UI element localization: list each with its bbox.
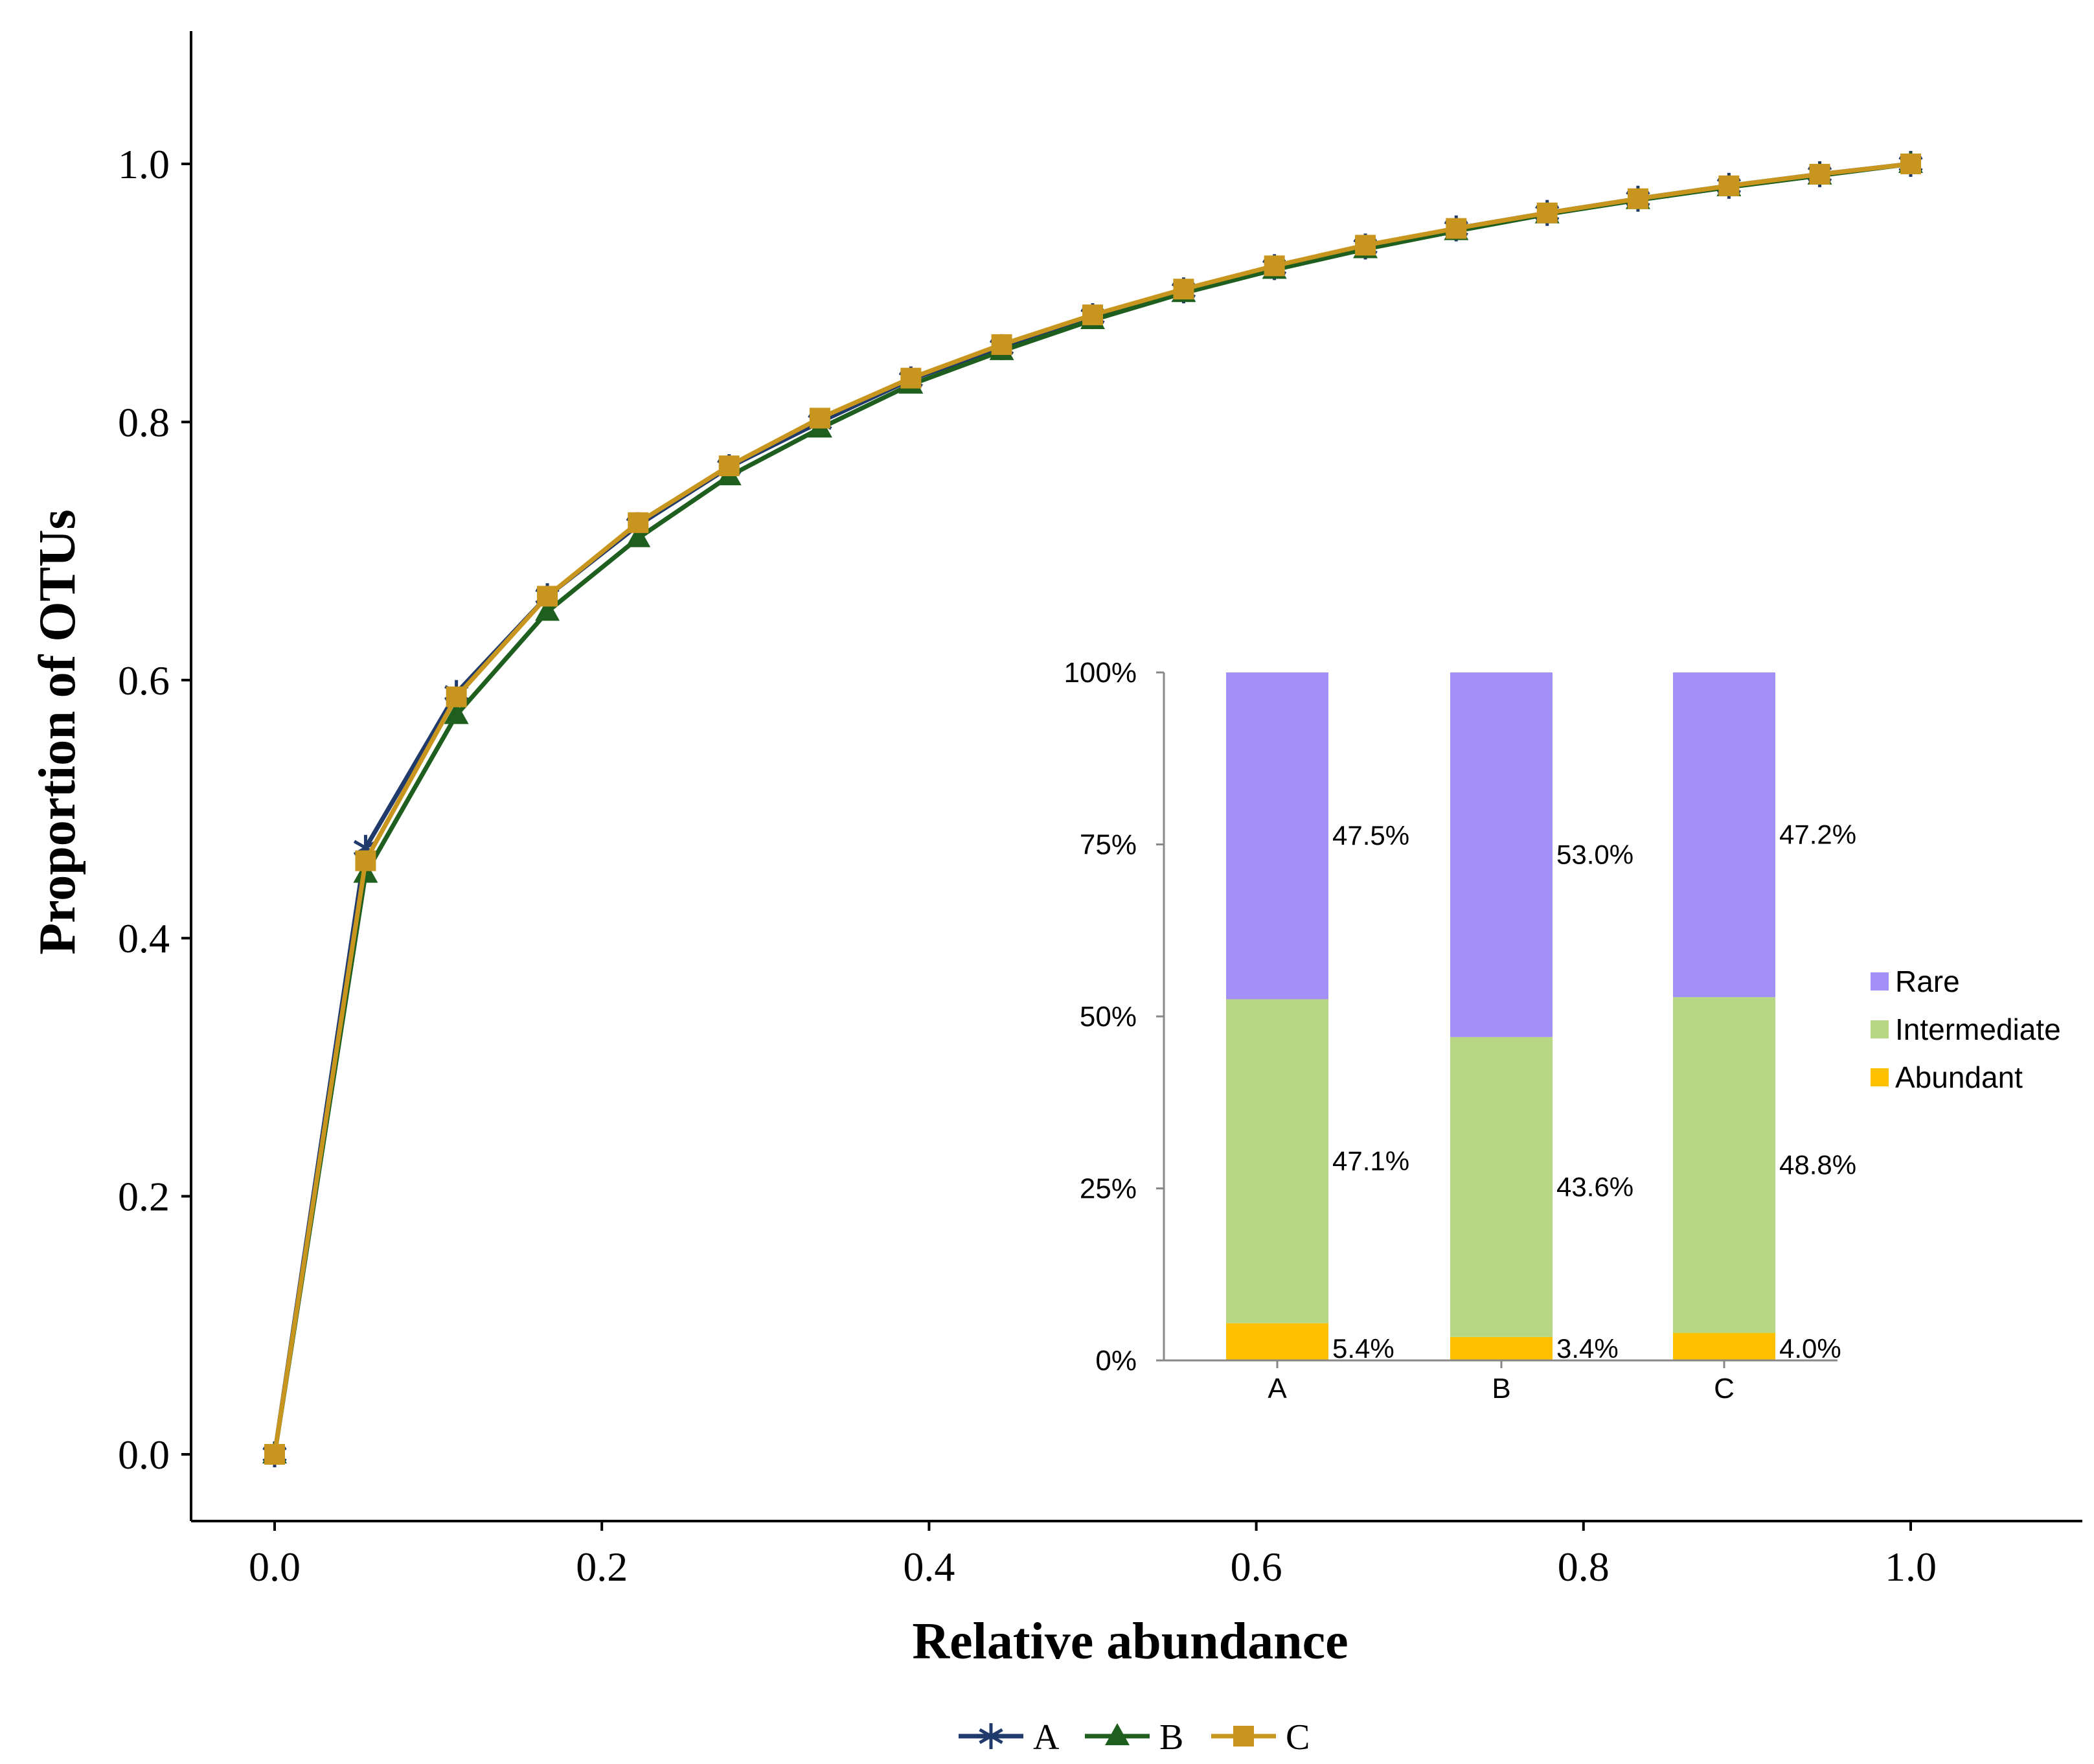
segment-label-abundant-B: 3.4% bbox=[1556, 1333, 1619, 1364]
bar-segment-rare-A bbox=[1226, 672, 1328, 1000]
main-x-ticks: 0.0 0.2 0.4 0.6 0.8 1.0 bbox=[249, 1521, 1937, 1590]
segment-label-rare-A: 47.5% bbox=[1332, 820, 1409, 851]
y-tick-label: 0.8 bbox=[118, 399, 170, 445]
data-point-C bbox=[1082, 304, 1103, 326]
inset-y-tick-label: 100% bbox=[1064, 657, 1137, 689]
inset-legend: Rare Intermediate Abundant bbox=[1871, 965, 2061, 1094]
inset-y-tick-label: 0% bbox=[1095, 1345, 1137, 1377]
data-point-C bbox=[900, 367, 922, 389]
inset-legend-swatch-intermediate bbox=[1871, 1020, 1889, 1038]
data-point-C bbox=[264, 1444, 285, 1465]
data-point-C bbox=[991, 334, 1012, 355]
inset-bars bbox=[1226, 672, 1775, 1360]
inset-legend-swatch-rare bbox=[1871, 972, 1889, 991]
data-point-C bbox=[1536, 202, 1558, 223]
x-tick-label: 1.0 bbox=[1885, 1544, 1937, 1590]
x-axis-title: Relative abundance bbox=[912, 1613, 1348, 1670]
inset-segment-labels: 5.4% 47.1% 47.5% 3.4% 43.6% 53.0% 4.0% 48.8% 47.… bbox=[1332, 819, 1856, 1364]
segment-label-intermediate-A: 47.1% bbox=[1332, 1146, 1409, 1176]
data-point-C bbox=[1900, 154, 1921, 174]
series-C bbox=[264, 154, 1921, 1465]
x-tick-label: 0.0 bbox=[249, 1544, 301, 1590]
y-axis-title: Proportion of OTUs bbox=[29, 509, 86, 954]
main-legend: A B C bbox=[959, 1717, 1310, 1758]
segment-label-rare-B: 53.0% bbox=[1556, 839, 1633, 869]
inset-legend-label-abundant: Abundant bbox=[1895, 1060, 2023, 1094]
data-point-B bbox=[626, 525, 651, 547]
data-point-B bbox=[535, 599, 560, 621]
legend-marker-B bbox=[1105, 1723, 1130, 1745]
bar-segment-intermediate-B bbox=[1450, 1037, 1553, 1337]
x-tick-label: 0.4 bbox=[903, 1544, 955, 1590]
inset-legend-label-intermediate: Intermediate bbox=[1895, 1013, 2061, 1046]
inset-stacked-bar-chart: 0% 25% 50% 75% 100% A B C 5.4% 47.1% 47.5% 3.4% 43… bbox=[1064, 657, 2060, 1404]
x-tick-label: 0.8 bbox=[1558, 1544, 1610, 1590]
data-point-C bbox=[628, 512, 649, 533]
inset-y-tick-label: 75% bbox=[1080, 829, 1137, 861]
series-line-C bbox=[272, 161, 1911, 1455]
legend-marker-A bbox=[979, 1723, 1003, 1749]
data-point-C bbox=[355, 850, 376, 871]
segment-label-abundant-A: 5.4% bbox=[1332, 1333, 1394, 1364]
series-line-B bbox=[272, 161, 1911, 1455]
legend-label-B: B bbox=[1159, 1717, 1183, 1758]
data-point-C bbox=[1355, 235, 1376, 256]
main-series bbox=[262, 151, 1923, 1467]
inset-x-ticks: A B C bbox=[1268, 1360, 1735, 1404]
legend-label-C: C bbox=[1286, 1717, 1310, 1758]
y-tick-label: 0.0 bbox=[118, 1432, 170, 1478]
segment-label-rare-C: 47.2% bbox=[1779, 819, 1856, 850]
inset-y-tick-label: 25% bbox=[1080, 1173, 1137, 1205]
bar-segment-abundant-B bbox=[1450, 1336, 1553, 1360]
data-point-B bbox=[444, 702, 469, 724]
bar-segment-intermediate-A bbox=[1226, 999, 1328, 1323]
segment-label-intermediate-C: 48.8% bbox=[1779, 1149, 1856, 1180]
inset-y-tick-label: 50% bbox=[1080, 1001, 1137, 1033]
legend-marker-C bbox=[1233, 1726, 1254, 1747]
inset-x-tick-label: B bbox=[1492, 1373, 1510, 1404]
main-line-chart: 0.0 0.2 0.4 0.6 0.8 1.0 0.0 0.2 0.4 0.6 0.8 1.0 Pr… bbox=[29, 31, 2082, 1758]
data-point-C bbox=[809, 407, 830, 429]
data-point-C bbox=[446, 686, 467, 707]
data-point-C bbox=[537, 586, 558, 607]
bar-segment-abundant-A bbox=[1226, 1323, 1328, 1360]
bar-segment-rare-C bbox=[1673, 672, 1775, 998]
data-point-C bbox=[1173, 279, 1194, 300]
series-line-A bbox=[272, 161, 1911, 1455]
inset-x-tick-label: A bbox=[1268, 1373, 1287, 1404]
y-tick-label: 0.4 bbox=[118, 915, 170, 961]
data-point-C bbox=[718, 455, 740, 477]
data-point-C bbox=[1809, 163, 1830, 185]
bar-segment-rare-B bbox=[1450, 672, 1553, 1037]
bar-segment-intermediate-C bbox=[1673, 997, 1775, 1333]
inset-legend-swatch-abundant bbox=[1871, 1068, 1889, 1086]
data-point-C bbox=[1627, 188, 1648, 209]
inset-y-ticks: 0% 25% 50% 75% 100% bbox=[1064, 657, 1164, 1377]
y-tick-label: 0.6 bbox=[118, 658, 170, 704]
segment-label-abundant-C: 4.0% bbox=[1779, 1333, 1841, 1364]
inset-legend-label-rare: Rare bbox=[1895, 965, 1960, 998]
segment-label-intermediate-B: 43.6% bbox=[1556, 1171, 1633, 1202]
data-point-C bbox=[1718, 175, 1740, 196]
asterisk-stroke bbox=[979, 1728, 1003, 1745]
inset-x-tick-label: C bbox=[1714, 1373, 1735, 1404]
x-tick-label: 0.2 bbox=[576, 1544, 628, 1590]
legend-label-A: A bbox=[1033, 1717, 1060, 1758]
data-point-C bbox=[1264, 255, 1285, 277]
bar-segment-abundant-C bbox=[1673, 1333, 1775, 1360]
y-tick-label: 1.0 bbox=[118, 141, 170, 187]
data-point-C bbox=[1446, 218, 1467, 239]
y-tick-label: 0.2 bbox=[118, 1174, 170, 1220]
main-y-ticks: 0.0 0.2 0.4 0.6 0.8 1.0 bbox=[118, 141, 191, 1478]
x-tick-label: 0.6 bbox=[1231, 1544, 1282, 1590]
